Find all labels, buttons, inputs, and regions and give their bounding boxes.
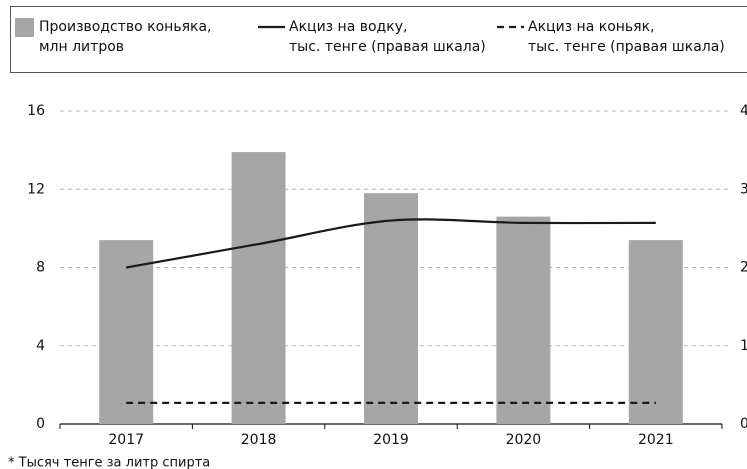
bar bbox=[99, 240, 154, 424]
legend-label: Акциз на коньяк, тыс. тенге (правая шкала… bbox=[528, 19, 725, 55]
y-tick-label: 0 bbox=[36, 416, 45, 432]
x-tick-label: 2019 bbox=[373, 432, 409, 448]
y2-tick-label: 4 bbox=[740, 103, 747, 119]
y2-tick-label: 2 bbox=[740, 260, 747, 276]
x-tick-label: 2020 bbox=[506, 432, 542, 448]
legend-label: Акциз на водку, тыс. тенге (правая шкала) bbox=[289, 19, 486, 55]
y-tick-label: 4 bbox=[36, 338, 45, 354]
x-tick-label: 2018 bbox=[241, 432, 277, 448]
y-tick-label: 16 bbox=[27, 103, 45, 119]
legend-swatch bbox=[15, 18, 34, 37]
x-tick-label: 2021 bbox=[638, 432, 674, 448]
bar bbox=[628, 240, 683, 424]
y-tick-label: 12 bbox=[27, 181, 45, 197]
bar bbox=[231, 152, 286, 425]
footnote: * Тысяч тенге за литр спирта bbox=[8, 456, 210, 469]
y2-tick-label: 0 bbox=[740, 416, 747, 432]
bar bbox=[496, 216, 551, 424]
legend-label: Производство коньяка, млн литров bbox=[39, 19, 211, 55]
x-tick-label: 2017 bbox=[108, 432, 144, 448]
bar bbox=[364, 193, 418, 424]
line bbox=[126, 218, 656, 269]
y2-tick-label: 1 bbox=[740, 338, 747, 354]
y2-tick-label: 3 bbox=[740, 181, 747, 197]
legend-box bbox=[10, 6, 747, 73]
y-tick-label: 8 bbox=[36, 260, 45, 276]
